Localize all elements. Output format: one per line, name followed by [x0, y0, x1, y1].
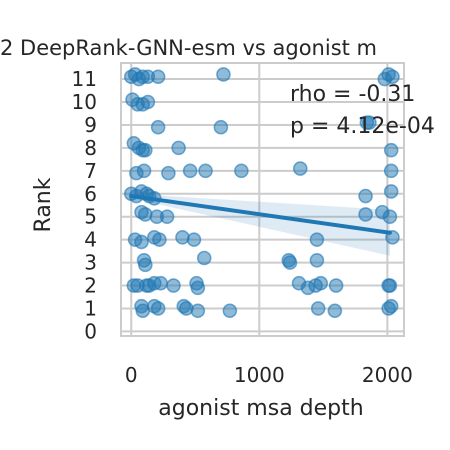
data-point	[150, 301, 166, 316]
data-point	[383, 298, 399, 314]
data-point	[358, 188, 373, 204]
data-point	[282, 255, 298, 270]
y-axis-label: Rank	[31, 177, 56, 232]
data-point	[175, 230, 190, 245]
data-point	[150, 69, 166, 85]
data-point	[309, 252, 325, 268]
regression-confidence-band	[131, 193, 390, 256]
y-tick-label: 9	[84, 113, 97, 137]
data-point	[222, 303, 238, 319]
data-point	[385, 69, 400, 85]
y-tick-label: 6	[84, 182, 97, 206]
data-point	[134, 234, 149, 250]
data-point	[159, 209, 175, 225]
data-point	[161, 165, 176, 181]
data-point	[328, 278, 344, 293]
data-point	[138, 257, 153, 273]
data-point	[179, 301, 194, 316]
chart-title: 2 DeepRank-GNN-esm vs agonist m	[0, 36, 377, 60]
data-point	[216, 67, 231, 82]
data-point	[313, 275, 329, 291]
y-tick-label: 10	[72, 90, 97, 114]
data-point	[292, 161, 308, 176]
data-point	[138, 207, 153, 222]
y-tick-label: 5	[84, 205, 97, 229]
data-point	[140, 94, 156, 110]
plot-frame	[120, 62, 405, 337]
data-point	[309, 232, 325, 247]
y-tick-label: 3	[84, 251, 97, 275]
rho-annotation: rho = -0.31	[290, 82, 415, 107]
data-point	[166, 278, 181, 293]
data-point	[190, 303, 206, 319]
data-point	[383, 163, 399, 179]
data-point	[150, 119, 166, 135]
data-point	[182, 163, 198, 179]
x-tick-label: 0	[125, 363, 138, 387]
data-point	[382, 209, 398, 225]
scatter-points	[123, 67, 400, 319]
y-tick-label: 1	[84, 296, 97, 320]
y-tick-label: 7	[84, 159, 97, 183]
data-point	[136, 163, 152, 179]
x-tick-label: 2000	[362, 363, 413, 387]
data-point	[383, 142, 399, 158]
data-point	[171, 140, 186, 156]
data-point	[327, 303, 343, 319]
data-point	[382, 278, 398, 293]
data-point	[383, 184, 399, 199]
data-point	[358, 207, 373, 222]
p-value-annotation: p = 4.12e-04	[290, 114, 435, 139]
y-tick-label: 8	[84, 136, 97, 160]
data-point	[198, 163, 213, 179]
y-tick-label: 4	[84, 228, 97, 252]
data-point	[153, 275, 168, 291]
data-point	[138, 142, 153, 158]
regression-line	[129, 194, 392, 235]
y-tick-label: 0	[84, 319, 97, 343]
y-tick-label: 2	[84, 274, 97, 298]
data-point	[186, 232, 202, 247]
data-point	[190, 280, 206, 296]
data-point	[213, 119, 229, 135]
y-tick-label: 11	[72, 67, 97, 91]
data-point	[196, 250, 212, 266]
data-point	[310, 301, 326, 316]
data-point	[152, 232, 167, 247]
data-point	[362, 115, 377, 130]
data-point	[234, 163, 249, 179]
x-axis-label: agonist msa depth	[158, 396, 363, 421]
x-tick-label: 1000	[234, 363, 285, 387]
